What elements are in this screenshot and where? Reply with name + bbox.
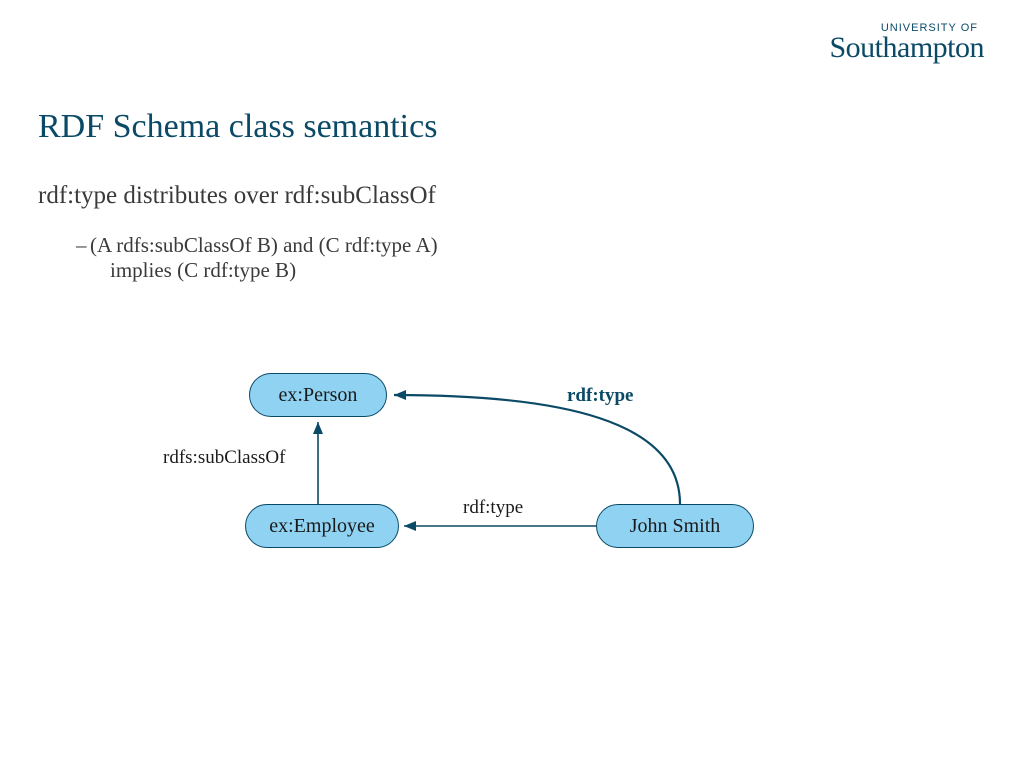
edge-label: rdfs:subClassOf bbox=[163, 447, 285, 469]
edge-label: rdf:type bbox=[463, 497, 523, 519]
diagram-svg bbox=[0, 0, 1024, 768]
edge-label: rdf:type bbox=[567, 385, 633, 407]
node-john: John Smith bbox=[596, 504, 754, 548]
node-employee: ex:Employee bbox=[245, 504, 399, 548]
node-person: ex:Person bbox=[249, 373, 387, 417]
edge-rdf-type bbox=[394, 395, 680, 504]
